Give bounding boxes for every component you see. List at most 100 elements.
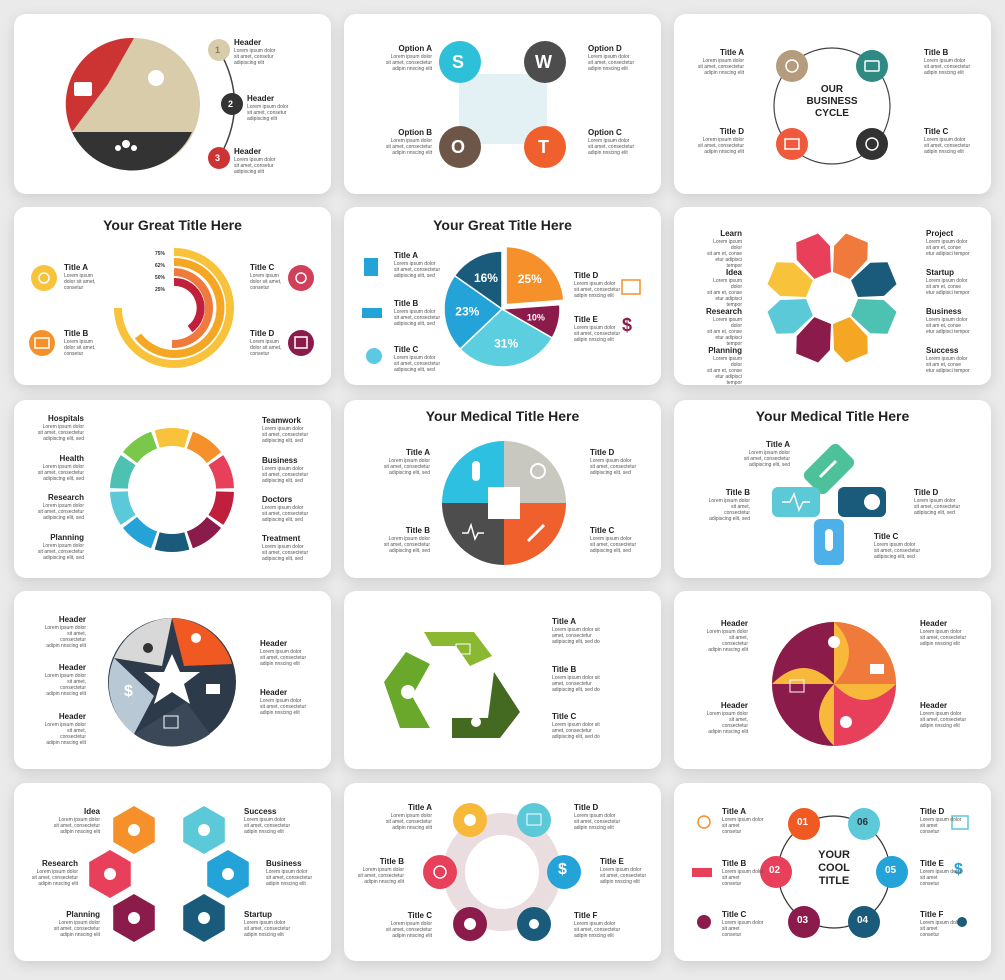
slide-medical-circle[interactable]: Your Medical Title Here Title A Lorem ips… (344, 400, 661, 578)
pie-icon (401, 685, 415, 699)
num-02: 02 (769, 865, 781, 876)
handshake-icon (143, 643, 153, 653)
slide-hexagons[interactable]: Idea Lorem ipsum dolor sit amet, consectet… (14, 783, 331, 961)
slide-star-cycle[interactable]: $ Header Lorem ipsum dolor sit amet, conse… (14, 591, 331, 769)
title-b: Title B Lorem ipsum dolor sit amet, consec… (708, 488, 750, 522)
title-c: Title C Lorem ipsum dolor sit amet, consec… (552, 712, 600, 740)
dollar-icon: $ (954, 861, 963, 878)
slide-business-cycle[interactable]: OUR BUSINESS CYCLE Title A Lorem ipsum dolo… (674, 14, 991, 194)
slide-medical-ring[interactable]: Hospitals Lorem ipsum dolor sit amet, cons… (14, 400, 331, 578)
bar-chart-icon (526, 813, 542, 826)
slide-circle-chain[interactable]: $ Title A Lorem ipsum dolor sit amet, cons… (344, 783, 661, 961)
pie-slice-label: 10% (527, 313, 545, 323)
circle-w (524, 41, 566, 83)
pie-slice (443, 274, 504, 351)
pie-slice-label: 16% (474, 271, 498, 285)
header-4: Header Lorem ipsum dolor sit amet, consect… (260, 639, 307, 667)
slide-pie-chart[interactable]: Your Great Title Here 25% 10% 31% 23% 16% $ … (344, 207, 661, 385)
ring-segment (186, 431, 222, 464)
cool-center-title: YOUR COOL TITLE (818, 849, 850, 887)
num-3: 3 (215, 153, 221, 163)
hexagon-icon (222, 868, 234, 880)
pct-labels: 75% 62% 50% 25% (154, 251, 165, 293)
segment-bottom (72, 132, 192, 171)
slide-swirl[interactable]: Header Lorem ipsum dolor sit amet, consect… (674, 591, 991, 769)
item-planning: Planning Lorem ipsum dolor sit amet, conse… (37, 533, 84, 561)
slide-gear[interactable]: Learn Lorem ipsum dolor sit am et, conse et… (674, 207, 991, 385)
slide-swot[interactable]: S W O T Option A Lorem ipsum dolor sit ame… (344, 14, 661, 194)
slide-title: Your Medical Title Here (425, 408, 580, 424)
gear-segment (796, 233, 831, 279)
item-project: Project Lorem ipsum dolor sit am et, conse… (926, 229, 970, 257)
handshake-icon (840, 716, 852, 728)
slide-title: Your Great Title Here (103, 217, 242, 233)
title-b: Title B Lorem ipsum dolor sit amet, consec… (552, 665, 600, 693)
item-startup: Startup Lorem ipsum dolor sit am et, conse… (926, 268, 970, 296)
item-3: Header Lorem ipsum dolor sit amet, consetu… (234, 147, 276, 175)
item-1: Header Lorem ipsum dolor sit amet, consetu… (234, 38, 276, 66)
title-b: Title B Lorem ipsum dolor sit amet, consec… (394, 299, 441, 327)
handshake-icon (464, 814, 476, 826)
slide-medical-cross[interactable]: Your Medical Title Here Title A Lorem ips… (674, 400, 991, 578)
cycle-center-title: OUR BUSINESS CYCLE (806, 84, 858, 119)
title-d: Title D Lorem ipsum dolor sit amet, consec… (697, 127, 744, 155)
header-1: Header Lorem ipsum dolor sit amet, consect… (44, 615, 86, 649)
hexagon-icon (198, 824, 210, 836)
users-icon (122, 140, 130, 148)
briefcase-icon (74, 82, 92, 96)
title-a: Title A Lorem ipsum dolor sit amet, consec… (394, 251, 441, 279)
header-3: Header Lorem ipsum dolor sit amet, consect… (44, 712, 86, 746)
lightbulb-icon (433, 865, 447, 879)
pie-chart: 25% 10% 31% 23% 16% (443, 245, 565, 368)
pie-slice-label: 23% (455, 305, 479, 319)
item-success: Success Lorem ipsum dolor sit am et, conse… (926, 346, 970, 374)
bar-chart-icon (951, 815, 969, 830)
slide-cool-title[interactable]: $ 01 06 02 05 03 04 YOUR COOL TITLE Title … (674, 783, 991, 961)
slide-radial-bars[interactable]: Your Great Title Here 75% 62% 50% 25% Title… (14, 207, 331, 385)
heartbeat-icon (782, 492, 810, 512)
users-icon (471, 717, 481, 727)
title-d: Title D Lorem ipsum dolor sit amet, consec… (914, 488, 961, 516)
title-a: Title A Lorem ipsum dolor sit amet, consec… (697, 48, 744, 76)
syringe-icon (526, 523, 546, 543)
syringe-icon (818, 459, 838, 479)
title-c: Title C Lorem ipsum dolor sit amet, consec… (924, 127, 971, 155)
header-1: Header Lorem ipsum dolor sit amet, consect… (706, 619, 748, 653)
title-b: Title B Lorem ipsum dolor sit amet, consec… (357, 857, 404, 885)
pie-icon (697, 915, 711, 929)
title-a: Title A Lorem ipsum dolor sit amet, consec… (552, 617, 600, 645)
title-c: Title C Lorem ipsum dolor sit amet consetur (722, 910, 764, 938)
ring-segment (154, 532, 190, 552)
title-b: Title B Lorem ipsum dolor sit amet consetur (722, 859, 764, 887)
title-d: Title D Lorem ipsum dolor sit amet, consec… (574, 271, 621, 299)
slide-recycle[interactable]: Title A Lorem ipsum dolor sit amet, consec… (344, 591, 661, 769)
title-a: Title A Lorem ipsum dolor sit amet, consec… (383, 448, 430, 476)
pie-slice (505, 245, 565, 306)
ring-segment (110, 455, 136, 489)
briefcase-icon (870, 664, 884, 674)
bar-chart-icon (294, 336, 308, 349)
ring-segment (208, 491, 234, 525)
item-success: Success Lorem ipsum dolor sit amet, consec… (244, 807, 291, 835)
lightbulb-icon (364, 258, 378, 276)
title-b: Title B Lorem ipsum dolor sit amet, consec… (383, 526, 430, 554)
bar-chart-icon (621, 279, 641, 295)
title-c: Title C Lorem ipsum dolor sit amet, consetu… (250, 263, 282, 291)
plus-icon (530, 463, 546, 479)
gear-segment (833, 233, 868, 279)
dollar-icon: $ (124, 683, 133, 700)
item-startup: Startup Lorem ipsum dolor sit amet, consec… (244, 910, 291, 938)
bar-chart-icon (789, 679, 805, 693)
item-doctors: Doctors Lorem ipsum dolor sit amet, consec… (262, 495, 309, 523)
hexagon-icon (198, 912, 210, 924)
header-3: Header Lorem ipsum dolor sit amet, consect… (920, 619, 967, 647)
slide-triangle-cycle[interactable]: 1 2 3 Header Lorem ipsum dolor sit amet, c… (14, 14, 331, 194)
ring-segment (154, 428, 190, 448)
item-business: Business Lorem ipsum dolor sit am et, cons… (926, 307, 970, 335)
briefcase-icon (864, 60, 880, 72)
gear-icon (865, 137, 879, 151)
item-learn: Learn Lorem ipsum dolor sit am et, conse et… (706, 229, 742, 269)
header-5: Header Lorem ipsum dolor sit amet, consect… (260, 688, 307, 716)
num-1: 1 (215, 45, 221, 55)
title-c: Title C Lorem ipsum dolor sit amet, consec… (590, 526, 637, 554)
